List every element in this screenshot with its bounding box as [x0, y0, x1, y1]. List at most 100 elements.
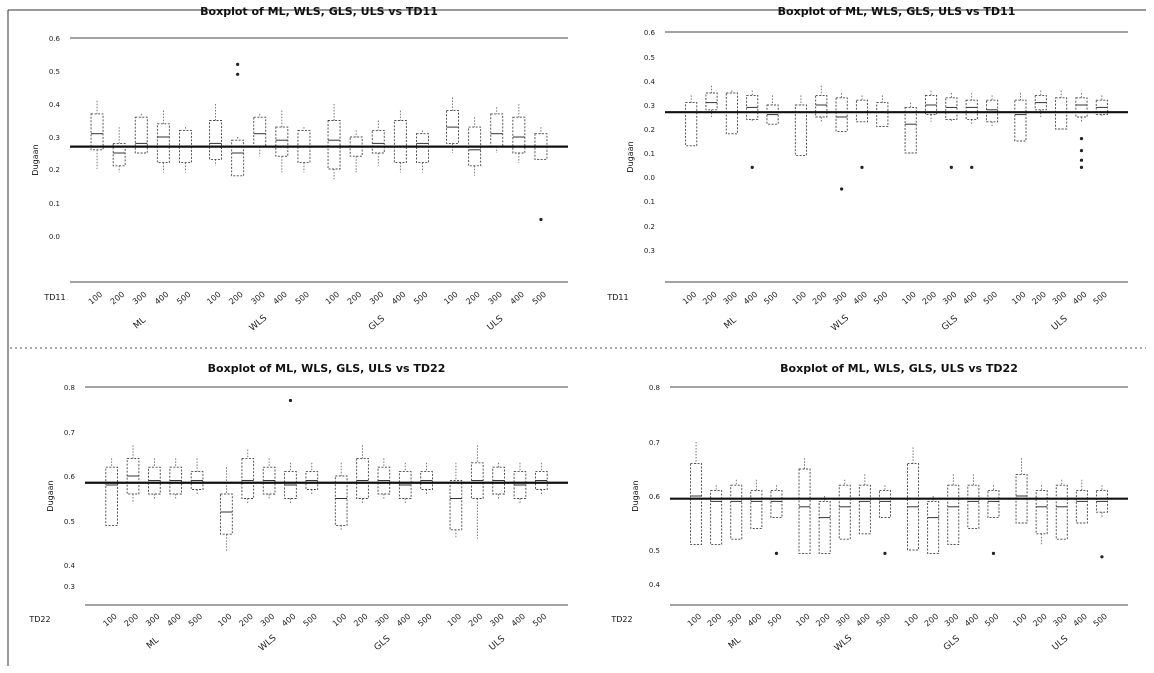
box-iqr	[770, 490, 783, 519]
x-tick-label: 100	[1011, 612, 1028, 629]
box-iqr	[987, 490, 1000, 519]
x-tick-label: 400	[963, 612, 980, 629]
box-iqr	[986, 99, 999, 123]
box-iqr	[490, 113, 504, 148]
outlier-point	[840, 187, 844, 191]
x-tick-label: 500	[982, 290, 999, 307]
x-tick-label: 400	[1071, 290, 1088, 307]
group-label: GLS	[367, 314, 387, 333]
x-tick-label: 400	[165, 612, 182, 629]
box-iqr	[838, 484, 851, 540]
x-tick-label: 400	[271, 290, 288, 307]
y-tick-label: 0.1	[49, 200, 60, 208]
y-axis-label: Dugaan	[31, 144, 40, 175]
y-tick-label: 0.8	[649, 384, 660, 392]
series-wls: 100 200 300 400 500	[791, 85, 889, 307]
outlier-point	[1100, 555, 1104, 559]
x-tick-label: 100	[794, 612, 811, 629]
outlier-point	[949, 165, 953, 169]
x-tick-label: 200	[109, 290, 126, 307]
outlier-point	[750, 165, 754, 169]
box-iqr	[1055, 97, 1068, 130]
x-tick-label: 500	[762, 290, 779, 307]
x-axis-label: TD11	[606, 293, 628, 302]
x-tick-label: 400	[280, 612, 297, 629]
series-gls: 100 200 300 400 500	[903, 447, 1001, 628]
y-tick-label: 0.6	[49, 35, 61, 43]
x-tick-label: 200	[352, 612, 369, 629]
box-iqr	[924, 94, 938, 116]
x-tick-label: 400	[742, 290, 759, 307]
series-gls: 100 200 300 400 500	[900, 90, 999, 307]
chart-panel-2: Boxplot of ML, WLS, GLS, ULS vs TD11 0.6 0…	[606, 5, 1128, 334]
y-tick-label: 0.6	[649, 493, 661, 501]
group-label: GLS	[373, 634, 393, 653]
box-iqr	[90, 113, 104, 151]
x-tick-label: 200	[706, 612, 723, 629]
box-iqr	[904, 106, 917, 154]
box-iqr	[253, 116, 267, 148]
x-tick-label: 500	[301, 612, 318, 629]
x-tick-label: 100	[686, 612, 703, 629]
y-tick-label: 0.8	[64, 384, 75, 392]
x-tick-label: 200	[811, 290, 828, 307]
x-tick-label: 200	[814, 612, 831, 629]
x-tick-label: 100	[87, 290, 104, 307]
y-tick-label: 0.6	[64, 473, 76, 481]
box-iqr	[1075, 97, 1088, 118]
chart-panel-4: Boxplot of ML, WLS, GLS, ULS vs TD22 0.8 0…	[610, 362, 1128, 654]
chart-panel-3: Boxplot of ML, WLS, GLS, ULS vs TD22 0.8 0…	[28, 362, 568, 654]
box-iqr	[156, 123, 170, 164]
x-tick-label: 400	[153, 290, 170, 307]
outlier-point	[1079, 158, 1084, 162]
box-iqr	[112, 142, 126, 167]
box-iqr	[1055, 484, 1068, 540]
x-tick-label: 100	[681, 290, 698, 307]
outlier-point	[539, 217, 543, 222]
x-tick-label: 500	[766, 612, 783, 629]
x-tick-label: 500	[983, 612, 1000, 629]
y-tick-label: 0.7	[64, 429, 75, 437]
box-iqr	[750, 490, 763, 529]
box-iqr	[967, 484, 980, 529]
group-label: ULS	[1050, 314, 1070, 333]
x-tick-label: 500	[531, 290, 548, 307]
box-iqr	[794, 104, 807, 156]
x-tick-label: 300	[943, 612, 960, 629]
x-tick-label: 400	[510, 612, 527, 629]
series-uls: 100 200 300 400 500	[1010, 90, 1109, 307]
x-tick-label: 100	[442, 290, 459, 307]
y-tick-label: 0.2	[49, 166, 60, 174]
box-iqr	[818, 500, 831, 554]
x-tick-label: 400	[852, 290, 869, 307]
outlier-point	[860, 165, 864, 169]
outlier-point	[236, 72, 240, 76]
x-tick-label: 500	[294, 290, 311, 307]
x-tick-label: 300	[726, 612, 743, 629]
group-label: WLS	[248, 313, 270, 333]
x-tick-label: 400	[746, 612, 763, 629]
box-iqr	[815, 94, 828, 118]
y-tick-label: 0.2	[644, 223, 655, 231]
x-tick-label: 200	[346, 290, 363, 307]
box-iqr	[134, 116, 148, 154]
y-tick-label: 0.3	[64, 583, 75, 591]
chart-title: Boxplot of ML, WLS, GLS, ULS vs TD22	[208, 362, 446, 375]
outlier-point	[1079, 149, 1084, 153]
x-tick-label: 300	[834, 612, 851, 629]
x-tick-label: 400	[854, 612, 871, 629]
outlier-point	[1079, 165, 1084, 169]
box-iqr	[705, 92, 718, 111]
x-tick-label: 200	[701, 290, 718, 307]
x-tick-label: 400	[1071, 612, 1088, 629]
box-iqr	[327, 120, 341, 170]
x-tick-label: 300	[368, 290, 385, 307]
chart-title: Boxplot of ML, WLS, GLS, ULS vs TD11	[200, 5, 438, 18]
x-tick-label: 200	[1031, 612, 1048, 629]
outlier-point	[883, 551, 887, 556]
outlier-point	[991, 551, 996, 556]
group-label: GLS	[940, 314, 960, 333]
x-tick-label: 300	[486, 290, 503, 307]
box-iqr	[858, 484, 871, 535]
group-label: ML	[132, 316, 148, 332]
